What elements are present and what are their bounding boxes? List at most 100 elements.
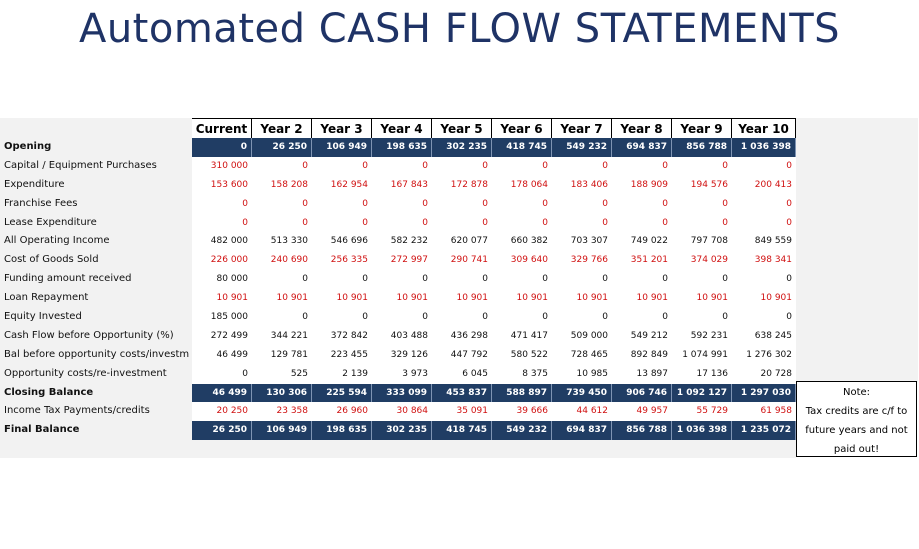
- table-cell[interactable]: 80 000: [216, 274, 249, 285]
- table-cell[interactable]: 2 139: [342, 368, 368, 379]
- table-cell[interactable]: 0: [242, 198, 248, 209]
- table-cell[interactable]: 749 022: [630, 236, 668, 247]
- table-cell[interactable]: 0: [786, 312, 792, 323]
- table-cell[interactable]: 0: [786, 217, 792, 228]
- table-cell[interactable]: 0: [362, 274, 368, 285]
- table-cell[interactable]: 0: [786, 274, 792, 285]
- table-cell[interactable]: 0: [362, 312, 368, 323]
- table-cell[interactable]: 106 949: [312, 138, 372, 157]
- table-cell[interactable]: 418 745: [432, 421, 492, 441]
- table-cell[interactable]: 436 298: [450, 330, 488, 341]
- table-cell[interactable]: 398 341: [754, 255, 792, 266]
- table-cell[interactable]: 10 901: [636, 293, 669, 304]
- table-cell[interactable]: 61 958: [760, 406, 793, 417]
- column-header[interactable]: Year 9: [672, 118, 732, 138]
- table-cell[interactable]: 447 792: [450, 349, 488, 360]
- table-cell[interactable]: 1 036 398: [672, 421, 732, 441]
- table-cell[interactable]: 225 594: [312, 383, 372, 403]
- row-label[interactable]: Equity Invested: [4, 311, 82, 323]
- table-cell[interactable]: 525: [290, 368, 308, 379]
- table-cell[interactable]: 10 901: [456, 293, 489, 304]
- table-cell[interactable]: 0: [422, 312, 428, 323]
- table-cell[interactable]: 0: [302, 312, 308, 323]
- table-cell[interactable]: 30 864: [396, 406, 429, 417]
- table-cell[interactable]: 1 276 302: [746, 349, 792, 360]
- table-cell[interactable]: 167 843: [390, 179, 428, 190]
- table-cell[interactable]: 106 949: [252, 421, 312, 441]
- table-cell[interactable]: 592 231: [690, 330, 728, 341]
- table-cell[interactable]: 1 235 072: [732, 421, 796, 441]
- table-cell[interactable]: 223 455: [330, 349, 368, 360]
- table-cell[interactable]: 200 413: [754, 179, 792, 190]
- table-cell[interactable]: 0: [602, 160, 608, 171]
- table-cell[interactable]: 46 499: [192, 383, 252, 403]
- column-header[interactable]: Year 7: [552, 118, 612, 138]
- table-cell[interactable]: 372 842: [330, 330, 368, 341]
- table-cell[interactable]: 797 708: [690, 236, 728, 247]
- table-cell[interactable]: 183 406: [570, 179, 608, 190]
- table-cell[interactable]: 660 382: [510, 236, 548, 247]
- table-cell[interactable]: 582 232: [390, 236, 428, 247]
- table-cell[interactable]: 906 746: [612, 383, 672, 403]
- table-cell[interactable]: 0: [662, 198, 668, 209]
- table-cell[interactable]: 23 358: [276, 406, 309, 417]
- table-cell[interactable]: 10 901: [216, 293, 249, 304]
- table-cell[interactable]: 0: [482, 160, 488, 171]
- row-label[interactable]: Closing Balance: [4, 386, 94, 398]
- table-cell[interactable]: 0: [542, 217, 548, 228]
- table-cell[interactable]: 0: [542, 312, 548, 323]
- table-cell[interactable]: 0: [602, 217, 608, 228]
- row-label[interactable]: Capital / Equipment Purchases: [4, 159, 157, 171]
- table-cell[interactable]: 0: [242, 368, 248, 379]
- table-cell[interactable]: 290 741: [450, 255, 488, 266]
- table-cell[interactable]: 20 250: [216, 406, 249, 417]
- table-cell[interactable]: 333 099: [372, 383, 432, 403]
- table-cell[interactable]: 0: [722, 274, 728, 285]
- table-cell[interactable]: 1 297 030: [732, 383, 796, 403]
- table-cell[interactable]: 8 375: [522, 368, 548, 379]
- table-cell[interactable]: 0: [362, 198, 368, 209]
- table-cell[interactable]: 856 788: [612, 421, 672, 441]
- table-cell[interactable]: 620 077: [450, 236, 488, 247]
- table-cell[interactable]: 26 250: [192, 421, 252, 441]
- table-cell[interactable]: 26 250: [252, 138, 312, 157]
- table-cell[interactable]: 0: [602, 274, 608, 285]
- table-cell[interactable]: 856 788: [672, 138, 732, 157]
- table-cell[interactable]: 0: [302, 217, 308, 228]
- table-cell[interactable]: 10 901: [576, 293, 609, 304]
- table-cell[interactable]: 49 957: [636, 406, 669, 417]
- table-cell[interactable]: 0: [542, 160, 548, 171]
- table-cell[interactable]: 694 837: [612, 138, 672, 157]
- table-cell[interactable]: 10 901: [760, 293, 793, 304]
- table-cell[interactable]: 272 499: [210, 330, 248, 341]
- column-header[interactable]: Year 4: [372, 118, 432, 138]
- table-cell[interactable]: 26 960: [336, 406, 369, 417]
- row-label[interactable]: Opportunity costs/re-investment: [4, 367, 167, 379]
- table-cell[interactable]: 0: [662, 274, 668, 285]
- table-cell[interactable]: 0: [302, 274, 308, 285]
- row-label[interactable]: Bal before opportunity costs/investm: [4, 348, 190, 360]
- table-cell[interactable]: 0: [786, 198, 792, 209]
- table-cell[interactable]: 130 306: [252, 383, 312, 403]
- table-cell[interactable]: 453 837: [432, 383, 492, 403]
- table-cell[interactable]: 403 488: [390, 330, 428, 341]
- column-header[interactable]: Year 3: [312, 118, 372, 138]
- table-cell[interactable]: 0: [662, 217, 668, 228]
- table-cell[interactable]: 0: [542, 274, 548, 285]
- table-cell[interactable]: 0: [302, 198, 308, 209]
- table-cell[interactable]: 240 690: [270, 255, 308, 266]
- row-label[interactable]: Cost of Goods Sold: [4, 254, 99, 266]
- table-cell[interactable]: 1 092 127: [672, 383, 732, 403]
- column-header[interactable]: Year 5: [432, 118, 492, 138]
- table-cell[interactable]: 198 635: [312, 421, 372, 441]
- table-cell[interactable]: 0: [422, 274, 428, 285]
- table-cell[interactable]: 302 235: [432, 138, 492, 157]
- table-cell[interactable]: 55 729: [696, 406, 729, 417]
- table-cell[interactable]: 638 245: [754, 330, 792, 341]
- table-cell[interactable]: 172 878: [450, 179, 488, 190]
- table-cell[interactable]: 0: [362, 160, 368, 171]
- table-cell[interactable]: 892 849: [630, 349, 668, 360]
- table-cell[interactable]: 0: [662, 312, 668, 323]
- table-cell[interactable]: 0: [192, 138, 252, 157]
- column-header[interactable]: Year 6: [492, 118, 552, 138]
